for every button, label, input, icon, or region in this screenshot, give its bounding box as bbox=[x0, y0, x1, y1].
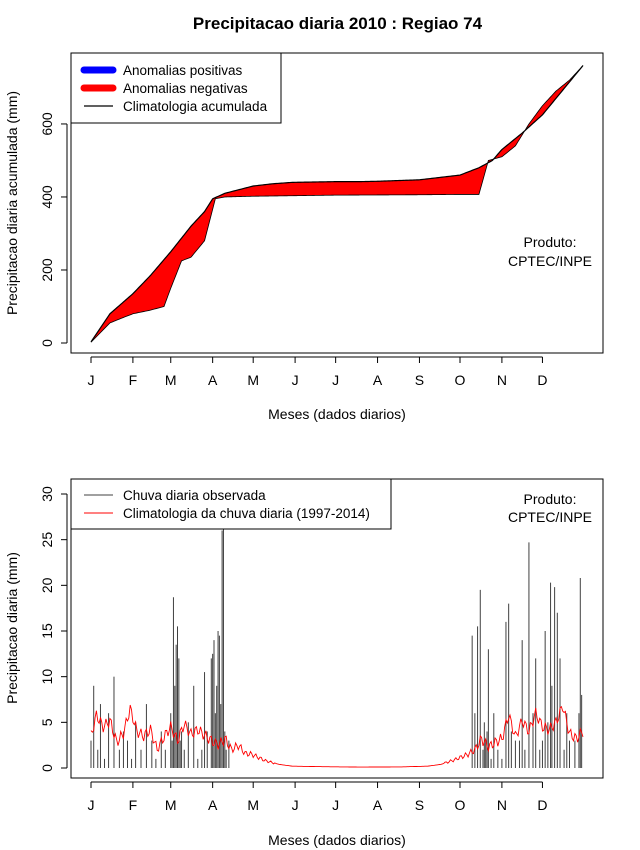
top-plot-frame bbox=[70, 52, 604, 354]
bottom-y-axis: 0 5 10 15 20 25 30 bbox=[39, 486, 68, 772]
bottom-x-tick-label: N bbox=[497, 797, 507, 813]
bottom-x-tick-label: F bbox=[129, 797, 138, 813]
bottom-legend-box bbox=[70, 478, 392, 530]
climatology-accumulated-line bbox=[90, 65, 584, 343]
legend-observed-label: Chuva diaria observada bbox=[123, 488, 266, 503]
top-y-tick-label: 600 bbox=[39, 112, 55, 136]
page-title: Precipitacao diaria 2010 : Regiao 74 bbox=[192, 14, 483, 33]
bottom-x-tick-label: J bbox=[292, 797, 299, 813]
top-x-tick-label: M bbox=[165, 372, 177, 388]
daily-plot-area bbox=[90, 494, 584, 768]
climatology-daily-line bbox=[90, 704, 584, 768]
top-product-label: Produto: bbox=[524, 234, 577, 250]
bottom-y-tick-label: 10 bbox=[39, 669, 55, 685]
bottom-x-tick-label: J bbox=[88, 797, 95, 813]
bottom-y-tick-label: 25 bbox=[39, 532, 55, 548]
top-x-tick-label: N bbox=[497, 372, 507, 388]
bottom-y-axis-label: Precipitacao diaria (mm) bbox=[4, 552, 20, 704]
accumulated-plot-area bbox=[90, 65, 584, 343]
top-x-tick-label: A bbox=[208, 372, 218, 388]
legend-negative-label: Anomalias negativas bbox=[123, 81, 248, 96]
top-x-tick-label: F bbox=[129, 372, 138, 388]
bottom-y-tick-label: 30 bbox=[39, 486, 55, 502]
top-y-axis-label: Precipitacao diaria acumulada (mm) bbox=[4, 91, 20, 315]
legend-clim-daily-label: Climatologia da chuva diaria (1997-2014) bbox=[123, 506, 370, 521]
bottom-x-tick-label: D bbox=[537, 797, 547, 813]
bottom-x-tick-label: M bbox=[247, 797, 259, 813]
bottom-x-tick-label: J bbox=[332, 797, 339, 813]
top-x-tick-label: O bbox=[455, 372, 466, 388]
bottom-product-source: CPTEC/INPE bbox=[508, 509, 592, 525]
bottom-legend: Chuva diaria observada Climatologia da c… bbox=[70, 478, 392, 530]
bottom-x-tick-label: S bbox=[415, 797, 424, 813]
top-product-source: CPTEC/INPE bbox=[508, 253, 592, 269]
bottom-x-axis-label: Meses (dados diarios) bbox=[268, 832, 406, 848]
top-y-tick-label: 400 bbox=[39, 185, 55, 209]
top-x-tick-label: D bbox=[537, 372, 547, 388]
top-y-tick-label: 0 bbox=[39, 339, 55, 347]
legend-climatology-label: Climatologia acumulada bbox=[123, 99, 268, 114]
top-x-tick-label: M bbox=[247, 372, 259, 388]
legend-positive-label: Anomalias positivas bbox=[123, 63, 243, 78]
top-x-tick-label: S bbox=[415, 372, 424, 388]
bottom-y-tick-label: 5 bbox=[39, 718, 55, 726]
top-y-tick-label: 200 bbox=[39, 258, 55, 282]
top-y-axis: 0 200 400 600 bbox=[39, 112, 68, 347]
top-x-tick-label: A bbox=[373, 372, 383, 388]
observed-accumulated-line bbox=[90, 65, 584, 343]
bottom-x-tick-label: O bbox=[455, 797, 466, 813]
top-x-tick-label: J bbox=[88, 372, 95, 388]
bottom-x-tick-label: A bbox=[373, 797, 383, 813]
bottom-product-label: Produto: bbox=[524, 491, 577, 507]
top-x-tick-label: J bbox=[332, 372, 339, 388]
accumulated-chart: 0 200 400 600 J F M A M J J A S O N D Meses (dados dia… bbox=[4, 52, 604, 422]
top-x-axis-label: Meses (dados diarios) bbox=[268, 406, 406, 422]
daily-chart: 0 5 10 15 20 25 30 J F M A M J J A S O N D Meses (dados d… bbox=[4, 478, 604, 848]
bottom-x-tick-label: A bbox=[208, 797, 218, 813]
top-x-tick-label: J bbox=[292, 372, 299, 388]
bottom-x-tick-label: M bbox=[165, 797, 177, 813]
bottom-y-tick-label: 20 bbox=[39, 577, 55, 593]
bottom-y-tick-label: 0 bbox=[39, 764, 55, 772]
bottom-y-tick-label: 15 bbox=[39, 623, 55, 639]
top-legend: Anomalias positivas Anomalias negativas … bbox=[70, 52, 282, 124]
